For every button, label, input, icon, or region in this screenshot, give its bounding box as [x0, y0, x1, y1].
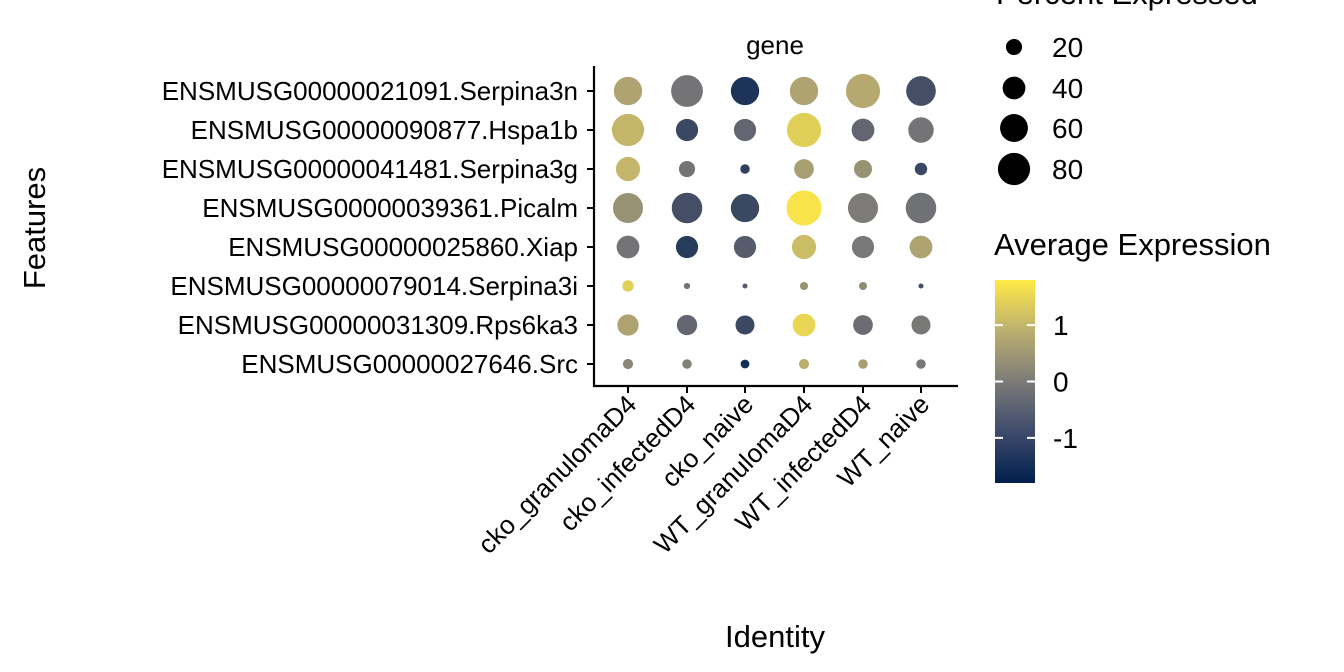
- dot: [676, 314, 698, 336]
- dot: [906, 76, 936, 106]
- dot: [798, 358, 810, 370]
- color-legend: Average Expression 1 0 -1: [994, 227, 1271, 483]
- y-tick-label: ENSMUSG00000021091.Serpina3n: [162, 76, 578, 106]
- dot: [740, 164, 750, 174]
- dot: [671, 75, 703, 107]
- dot: [622, 280, 634, 292]
- color-legend-title: Average Expression: [994, 227, 1271, 262]
- dot: [909, 235, 933, 259]
- dot: [786, 112, 822, 148]
- dot: [905, 192, 937, 224]
- dot: [675, 118, 699, 142]
- dot: [851, 235, 875, 259]
- dot: [851, 118, 875, 142]
- dot: [854, 160, 872, 178]
- color-legend-items: 1 0 -1: [995, 310, 1078, 454]
- y-tick-label: ENSMUSG00000041481.Serpina3g: [162, 154, 578, 184]
- dot: [671, 192, 703, 224]
- color-legend-label: -1: [1053, 423, 1078, 454]
- dot: [740, 359, 750, 369]
- color-legend-label: 0: [1053, 367, 1069, 398]
- dot: [612, 192, 644, 224]
- size-legend: Percent Expressed 20 40 60 80: [996, 0, 1258, 186]
- y-tick-label: ENSMUSG00000079014.Serpina3i: [170, 271, 578, 301]
- size-legend-items: 20 40 60 80: [997, 32, 1083, 186]
- panel-label: gene: [746, 30, 804, 60]
- dot: [622, 358, 634, 370]
- dot: [858, 281, 868, 291]
- dot: [682, 359, 692, 369]
- dot: [792, 313, 816, 337]
- size-legend-label: 40: [1052, 73, 1083, 104]
- dot: [908, 117, 934, 143]
- y-axis-title: Features: [17, 167, 52, 289]
- size-legend-dot: [1005, 38, 1023, 56]
- dot: [678, 160, 696, 178]
- dot-marks: [611, 73, 937, 370]
- dot: [847, 192, 879, 224]
- y-tick-label: ENSMUSG00000027646.Src: [241, 349, 578, 379]
- dot: [730, 193, 760, 223]
- dot: [791, 234, 817, 260]
- dot: [675, 235, 699, 259]
- dot: [611, 113, 645, 147]
- size-legend-title: Percent Expressed: [996, 0, 1258, 11]
- size-legend-label: 20: [1052, 32, 1083, 63]
- color-legend-label: 1: [1053, 310, 1069, 341]
- size-legend-dot: [1000, 114, 1028, 142]
- x-tick-labels: cko_granulomaD4cko_infectedD4cko_naiveWT…: [472, 386, 935, 559]
- size-legend-label: 60: [1052, 113, 1083, 144]
- size-legend-dot: [1002, 76, 1026, 100]
- size-legend-label: 80: [1052, 154, 1083, 185]
- dot: [914, 162, 928, 176]
- dot: [733, 118, 757, 142]
- dot: [845, 73, 881, 109]
- y-tick-labels: ENSMUSG00000021091.Serpina3n ENSMUSG00000…: [162, 76, 594, 379]
- y-tick-label: ENSMUSG00000025860.Xiap: [228, 232, 578, 262]
- dot: [789, 76, 819, 106]
- y-tick-label: ENSMUSG00000031309.Rps6ka3: [178, 310, 578, 340]
- dot: [733, 235, 757, 259]
- dot: [918, 283, 924, 289]
- y-tick-label: ENSMUSG00000090877.Hspa1b: [191, 115, 578, 145]
- y-tick-label: ENSMUSG00000039361.Picalm: [202, 193, 578, 223]
- dot: [786, 190, 822, 226]
- dot: [616, 235, 640, 259]
- size-legend-dot: [997, 152, 1031, 186]
- dot: [799, 281, 809, 291]
- dot: [613, 76, 643, 106]
- dot: [916, 359, 926, 369]
- dot: [683, 282, 691, 290]
- dot: [615, 156, 641, 182]
- dot: [617, 314, 639, 336]
- dot: [742, 283, 748, 289]
- dot: [730, 76, 760, 106]
- dot: [794, 159, 814, 179]
- dot: [911, 315, 931, 335]
- dot: [735, 315, 755, 335]
- dot: [858, 359, 868, 369]
- dot: [853, 315, 873, 335]
- x-axis-title: Identity: [725, 619, 825, 654]
